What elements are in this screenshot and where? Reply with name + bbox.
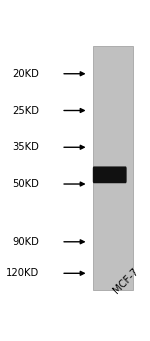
Text: MCF-7: MCF-7: [112, 266, 141, 296]
Text: 25KD: 25KD: [12, 105, 39, 116]
Text: 50KD: 50KD: [12, 179, 39, 189]
FancyBboxPatch shape: [93, 166, 127, 183]
Bar: [93, 46, 133, 291]
Text: 120KD: 120KD: [6, 268, 39, 278]
Text: 90KD: 90KD: [12, 237, 39, 247]
Text: 20KD: 20KD: [12, 69, 39, 79]
Text: 35KD: 35KD: [12, 142, 39, 152]
